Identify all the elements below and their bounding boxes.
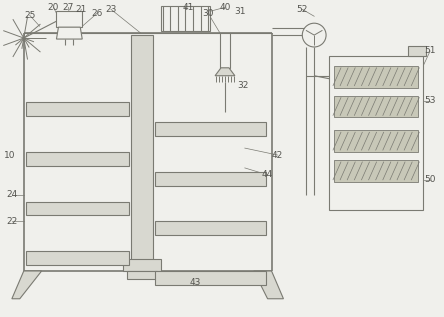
Bar	[155, 222, 266, 235]
Polygon shape	[215, 68, 235, 76]
Bar	[334, 160, 418, 182]
Text: 44: 44	[262, 170, 273, 179]
Text: 25: 25	[24, 11, 36, 20]
Bar	[161, 6, 210, 31]
Bar	[334, 66, 418, 87]
Bar	[334, 130, 418, 152]
Text: 41: 41	[182, 3, 194, 12]
Text: 50: 50	[424, 175, 436, 184]
Circle shape	[302, 23, 326, 47]
Text: 23: 23	[105, 5, 117, 14]
Text: 31: 31	[234, 7, 246, 16]
Bar	[155, 172, 266, 186]
Polygon shape	[254, 271, 283, 299]
Text: 10: 10	[4, 151, 16, 159]
Text: 42: 42	[272, 151, 283, 159]
Bar	[26, 152, 129, 166]
Bar	[26, 102, 129, 116]
Bar	[26, 251, 129, 265]
Text: 20: 20	[48, 3, 59, 12]
Bar	[56, 11, 82, 27]
Text: 21: 21	[75, 5, 87, 14]
Polygon shape	[56, 27, 82, 39]
Text: 52: 52	[297, 5, 308, 14]
Bar	[131, 35, 153, 269]
Text: 43: 43	[190, 278, 201, 288]
Text: 32: 32	[237, 81, 249, 90]
Bar	[123, 259, 161, 271]
Text: 27: 27	[63, 3, 74, 12]
Bar	[155, 271, 266, 285]
Bar	[329, 56, 423, 210]
Bar	[220, 33, 230, 68]
Text: 40: 40	[219, 3, 231, 12]
Text: 51: 51	[424, 47, 436, 55]
Text: 22: 22	[6, 217, 17, 226]
Polygon shape	[12, 271, 42, 299]
Bar	[127, 271, 157, 279]
Text: 53: 53	[424, 96, 436, 105]
Bar	[334, 95, 418, 117]
Text: 26: 26	[91, 9, 103, 18]
Text: 24: 24	[6, 190, 17, 199]
Bar	[155, 122, 266, 136]
Bar	[26, 202, 129, 216]
Bar	[408, 46, 426, 56]
Text: 30: 30	[202, 9, 214, 18]
